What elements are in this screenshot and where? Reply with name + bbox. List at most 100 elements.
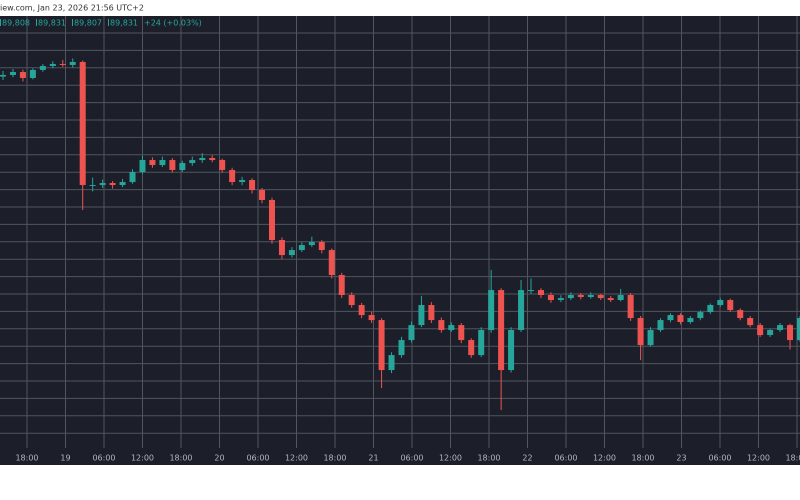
candle-body	[298, 245, 305, 251]
candle-body	[159, 160, 166, 166]
candle-body	[219, 160, 226, 170]
candle-body	[199, 158, 206, 161]
candle-body	[787, 325, 794, 341]
candle-body	[577, 295, 584, 298]
candle-body	[288, 250, 295, 256]
candle-body	[29, 69, 36, 78]
candle-body	[528, 290, 535, 292]
ohlc-value: 89,808	[2, 19, 30, 28]
candle-body	[328, 250, 335, 276]
candle-body	[368, 315, 375, 321]
candle-body	[149, 160, 156, 166]
ohlc-value: 89,831	[110, 19, 138, 28]
candle-body	[488, 290, 495, 331]
candle-body	[498, 290, 505, 371]
candle-body	[607, 298, 614, 301]
candle-body	[438, 320, 445, 331]
candle-body	[597, 295, 604, 299]
candle-body	[348, 295, 355, 306]
candle-body	[169, 160, 176, 170]
x-tick-label: 06:00	[246, 454, 269, 463]
candle-body	[717, 300, 724, 306]
candle-body	[239, 180, 246, 183]
x-tick-label: 23	[676, 454, 686, 463]
x-tick-label: 18:00	[631, 454, 654, 463]
candle-body	[49, 63, 56, 66]
candle-body	[398, 340, 405, 356]
x-tick-label: 06:00	[554, 454, 577, 463]
candle-body	[587, 295, 594, 298]
candle-body	[378, 320, 385, 371]
x-tick-label: 12:00	[285, 454, 308, 463]
candle-body	[318, 242, 325, 251]
candle-body	[99, 183, 106, 186]
x-tick-label: 18:00	[323, 454, 346, 463]
candle-body	[737, 310, 744, 319]
candle-body	[637, 318, 644, 346]
legend-marker	[0, 19, 1, 26]
candle-body	[189, 160, 196, 164]
x-tick-label: 18:00	[15, 454, 38, 463]
candle-body	[647, 330, 654, 346]
candle-body	[408, 325, 415, 341]
x-tick-label: 12:00	[439, 454, 462, 463]
ohlc-value: 89,807	[74, 19, 102, 28]
candle-body	[667, 315, 674, 321]
candle-body	[19, 71, 26, 78]
x-tick-label: 18:00	[169, 454, 192, 463]
candle-body	[129, 172, 136, 183]
x-tick-label: 19	[60, 454, 70, 463]
candle-body	[109, 183, 116, 186]
x-tick-label: 21	[368, 454, 378, 463]
candle-body	[308, 242, 315, 246]
candle-body	[448, 325, 455, 331]
candle-body	[627, 295, 634, 319]
price-change: +24 (+0.03%)	[144, 19, 202, 28]
candle-body	[767, 330, 774, 336]
ohlc-legend: 89,808 89,831 89,807 89,831 +24 (+0.03%)	[0, 19, 202, 28]
x-tick-label: 20	[214, 454, 224, 463]
candle-body	[119, 182, 126, 186]
candle-body	[59, 63, 66, 65]
legend-marker	[36, 19, 37, 26]
candle-body	[39, 65, 46, 70]
source-label: iew.com, Jan 23, 2026 21:56 UTC+2	[0, 4, 144, 13]
candle-body	[259, 190, 266, 200]
candle-body	[537, 290, 544, 296]
candle-body	[418, 305, 425, 326]
candle-body	[757, 325, 764, 336]
candle-body	[0, 74, 6, 77]
candle-body	[777, 325, 784, 331]
x-axis: 18:00 19 06:00 12:00 18:00 20 06:00 12:00 18:00 2…	[0, 448, 800, 465]
candle-body	[697, 312, 704, 319]
candles	[0, 58, 800, 411]
x-tick-label: 12:00	[131, 454, 154, 463]
candle-body	[508, 330, 515, 371]
candle-body	[278, 240, 285, 256]
legend-marker	[108, 19, 109, 26]
candle-body	[338, 275, 345, 296]
x-tick-label: 18:00	[477, 454, 500, 463]
candle-body	[468, 340, 475, 356]
candle-body	[388, 355, 395, 371]
candle-body	[79, 61, 86, 186]
candle-body	[9, 71, 16, 75]
candle-body	[557, 298, 564, 301]
ohlc-value: 89,831	[38, 19, 66, 28]
grid	[0, 16, 800, 448]
candle-body	[727, 300, 734, 311]
candle-body	[518, 290, 525, 331]
candle-body	[478, 330, 485, 356]
top-bar	[0, 0, 800, 16]
candle-body	[707, 305, 714, 313]
candle-body	[547, 295, 554, 301]
x-tick-label: 22	[522, 454, 532, 463]
legend-marker	[72, 19, 73, 26]
candle-body	[567, 295, 574, 299]
candle-body	[179, 163, 186, 170]
candle-body	[458, 325, 465, 341]
candle-body	[657, 320, 664, 331]
x-tick-label: 06:00	[92, 454, 115, 463]
candle-body	[89, 185, 96, 187]
